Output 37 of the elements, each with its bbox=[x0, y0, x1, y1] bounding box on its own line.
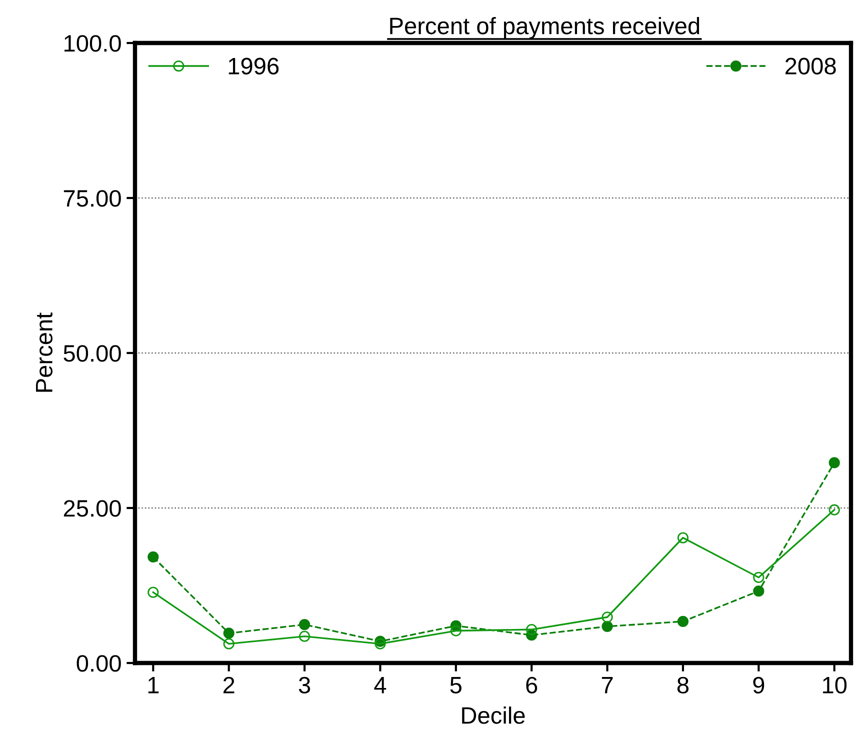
y-tick-label: 50.00 bbox=[64, 345, 121, 362]
point bbox=[677, 616, 689, 628]
point bbox=[450, 625, 462, 636]
x-tick-label: 3 bbox=[298, 676, 310, 694]
y-tick-label: 75.00 bbox=[64, 190, 121, 207]
y-axis-title: Percent bbox=[36, 312, 53, 392]
point bbox=[828, 457, 840, 468]
point bbox=[298, 630, 310, 642]
point bbox=[602, 612, 613, 623]
point bbox=[148, 551, 159, 563]
x-tick-label: 8 bbox=[677, 676, 689, 694]
y-tick-label: 25.00 bbox=[64, 500, 121, 517]
x-tick-label: 4 bbox=[374, 677, 386, 694]
point bbox=[526, 624, 538, 636]
x-tick-label: 9 bbox=[753, 676, 764, 694]
point bbox=[298, 619, 310, 630]
x-tick-label: 2 bbox=[223, 676, 234, 694]
point bbox=[374, 638, 386, 650]
point bbox=[602, 620, 613, 632]
legend-label: 2008 bbox=[786, 58, 836, 75]
point bbox=[753, 572, 764, 583]
x-tick-label: 1 bbox=[148, 677, 159, 694]
x-tick-label: 10 bbox=[823, 676, 847, 694]
point bbox=[753, 586, 764, 597]
x-tick-label: 5 bbox=[450, 677, 462, 694]
point bbox=[223, 638, 234, 650]
chart-title: Percent of payments received bbox=[390, 16, 700, 40]
x-axis-title: Decile bbox=[462, 706, 525, 724]
x-tick-label: 6 bbox=[526, 676, 538, 694]
y-tick-label: 0.00 bbox=[76, 655, 121, 672]
point bbox=[223, 628, 234, 639]
point bbox=[828, 504, 840, 516]
x-tick-label: 7 bbox=[602, 677, 613, 694]
point bbox=[148, 586, 159, 598]
y-tick-label: 100.0 bbox=[64, 35, 121, 52]
point bbox=[677, 532, 689, 544]
legend-label: 1996 bbox=[228, 58, 279, 75]
